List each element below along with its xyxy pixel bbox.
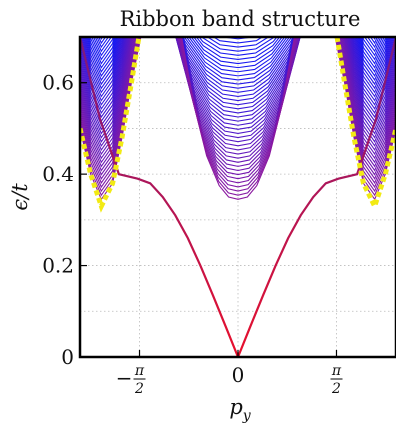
bulk-band-line — [357, 37, 391, 82]
bulk-band-line — [338, 37, 396, 184]
bulk-band-line — [80, 37, 138, 184]
bulk-band-line — [80, 37, 133, 160]
x-tick-numerator: π — [331, 363, 342, 379]
bulk-band-line — [181, 37, 295, 89]
bulk-band-line — [348, 37, 396, 131]
bulk-band-line — [80, 37, 125, 115]
bulk-band-line — [201, 37, 275, 52]
x-tick-label: 0 — [232, 363, 245, 387]
bulk-band-line — [362, 37, 384, 57]
x-tick-label: − π 2 — [116, 363, 146, 397]
series-layer — [80, 37, 396, 357]
bulk-band-line — [88, 37, 117, 69]
bulk-band-line — [349, 37, 396, 123]
bulk-band-line — [347, 37, 396, 135]
bulk-band-line — [358, 37, 390, 77]
bulk-band-line — [351, 37, 396, 115]
x-tick-numerator: π — [134, 363, 145, 379]
bulk-band-line — [212, 37, 264, 44]
bulk-band-line — [354, 37, 393, 94]
bulk-band-line — [344, 37, 396, 152]
y-axis-label: ϵ/t — [8, 183, 32, 211]
bulk-band-line — [92, 37, 114, 57]
bulk-band-line — [91, 37, 115, 61]
bulk-band-line — [353, 37, 395, 102]
bulk-band-line — [183, 37, 293, 81]
bulk-band-line — [348, 37, 396, 127]
bulk-band-line — [198, 37, 278, 56]
bulk-band-line — [84, 37, 121, 90]
bulk-band-line — [81, 37, 123, 102]
y-tick-label: 0.4 — [42, 162, 74, 186]
bulk-band-line — [80, 37, 134, 164]
bulk-band-line — [80, 37, 132, 152]
bulk-band-line — [80, 37, 127, 123]
bulk-band-line — [83, 37, 122, 94]
bulk-band-line — [89, 37, 116, 65]
bulk-band-line — [80, 37, 135, 168]
chart-title: Ribbon band structure — [120, 7, 361, 31]
bulk-band-line — [343, 37, 396, 160]
x-tick-denominator: 2 — [331, 381, 341, 397]
x-axis-label: py — [229, 395, 251, 424]
bulk-band-line — [182, 37, 294, 85]
bulk-band-line — [80, 37, 126, 119]
bulk-band-line — [80, 37, 131, 147]
bulk-band-line — [338, 37, 396, 180]
y-tick-label: 0.6 — [42, 71, 74, 95]
bulk-band-line — [360, 37, 387, 65]
bulk-band-line — [346, 37, 396, 139]
bulk-band-line — [345, 37, 396, 147]
bulk-band-line — [350, 37, 396, 119]
bulk-band-line — [87, 37, 118, 73]
bulk-band-line — [190, 37, 286, 69]
x-tick-denominator: 2 — [134, 381, 144, 397]
bulk-band-line — [80, 37, 129, 135]
bulk-band-line — [80, 37, 128, 131]
bulk-band-line — [358, 37, 389, 73]
bulk-band-line — [359, 37, 388, 69]
bulk-band-line — [86, 37, 118, 77]
bulk-band-line — [353, 37, 394, 98]
y-tick-label: 0.2 — [42, 254, 74, 278]
bulk-band-line — [195, 37, 281, 60]
bulk-band-line — [341, 37, 396, 168]
bulk-band-line — [80, 37, 130, 143]
bulk-band-line — [85, 37, 119, 82]
edge-state-line — [80, 37, 396, 357]
bulk-band-line — [84, 37, 120, 86]
bulk-band-line — [82, 37, 123, 98]
continuum-boundary-right-line — [334, 37, 396, 213]
bulk-band-line — [356, 37, 392, 86]
bulk-band-line — [346, 37, 396, 143]
bulk-band-line — [180, 37, 296, 93]
bulk-band-line — [188, 37, 288, 73]
continuum-boundary-line — [80, 37, 142, 213]
bulk-band-line — [80, 37, 138, 180]
bulk-band-line — [193, 37, 283, 65]
bulk-band-line — [179, 37, 297, 97]
y-tick-label: 0 — [61, 345, 74, 369]
y-ticks: 0 0.2 0.4 0.6 — [42, 71, 87, 369]
bulk-band-line — [181, 37, 295, 200]
bulk-band-line — [361, 37, 385, 61]
bulk-band-line — [80, 37, 130, 139]
x-tick-sign: − — [116, 366, 133, 390]
bulk-band-line — [206, 37, 270, 48]
x-tick-label: π2 — [330, 363, 343, 397]
bulk-band-line — [185, 37, 291, 77]
bulk-band-line — [342, 37, 396, 164]
bulk-bands — [80, 37, 396, 201]
bulk-band-line — [355, 37, 392, 90]
x-ticks: − π20 π2 — [116, 350, 343, 397]
bulk-band-line — [80, 37, 128, 127]
bulk-band-line — [219, 37, 257, 40]
